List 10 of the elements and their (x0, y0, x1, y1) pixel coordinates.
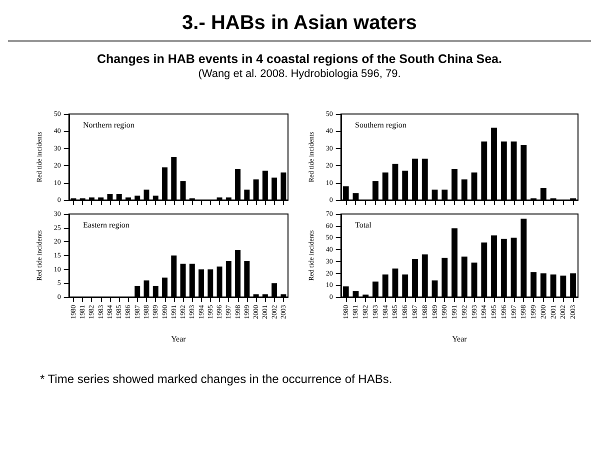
text: (Wang et al. 2008. Hydrobiologia 596, 79. (197, 68, 402, 80)
text: Northern region (83, 120, 134, 130)
text: Southern region (355, 120, 406, 130)
text: * Time series showed marked changes in the occurrence of HABs. (40, 372, 392, 386)
x-axis-title: Year (171, 334, 186, 344)
text: Eastern region (83, 220, 130, 230)
text: Total (355, 220, 372, 230)
text: 3.- HABs in Asian waters (181, 12, 418, 35)
text: Changes in HAB events in 4 coastal regions of the South China Sea. (96, 52, 503, 66)
x-axis-title: Year (452, 334, 468, 344)
